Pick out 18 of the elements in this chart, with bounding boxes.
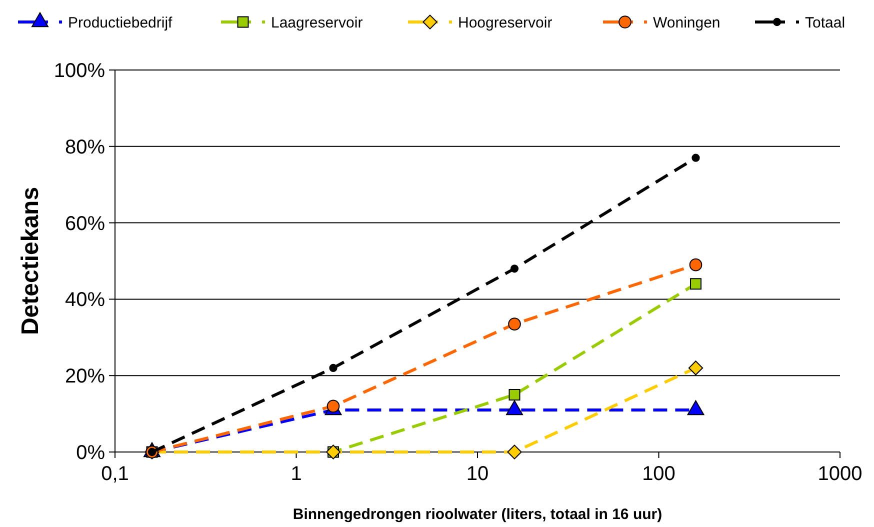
- y-tick-label: 20%: [64, 366, 106, 388]
- y-tick-label: 100%: [54, 60, 106, 82]
- x-tick-label: 1: [290, 463, 302, 485]
- legend-label: Hoogreservoir: [458, 14, 552, 32]
- y-axis-title: Detectiekans: [17, 186, 44, 336]
- y-tick-label: 0%: [76, 442, 106, 464]
- legend-label: Laagreservoir: [271, 14, 363, 32]
- x-tick-label: 0,1: [101, 463, 129, 485]
- x-axis-title: Binnengedrongen rioolwater (liters, totaal in 16 uur): [292, 506, 662, 523]
- legend-label: Totaal: [805, 14, 846, 32]
- y-tick-label: 60%: [64, 212, 106, 235]
- x-tick-label: 100: [642, 463, 676, 485]
- x-tick-label: 1000: [818, 463, 862, 485]
- y-tick-label: 40%: [64, 289, 106, 312]
- x-tick-label: 10: [466, 463, 489, 485]
- legend-label: Woningen: [653, 14, 720, 32]
- legend-label: Productiebedrijf: [68, 14, 174, 32]
- y-tick-label: 80%: [64, 136, 106, 158]
